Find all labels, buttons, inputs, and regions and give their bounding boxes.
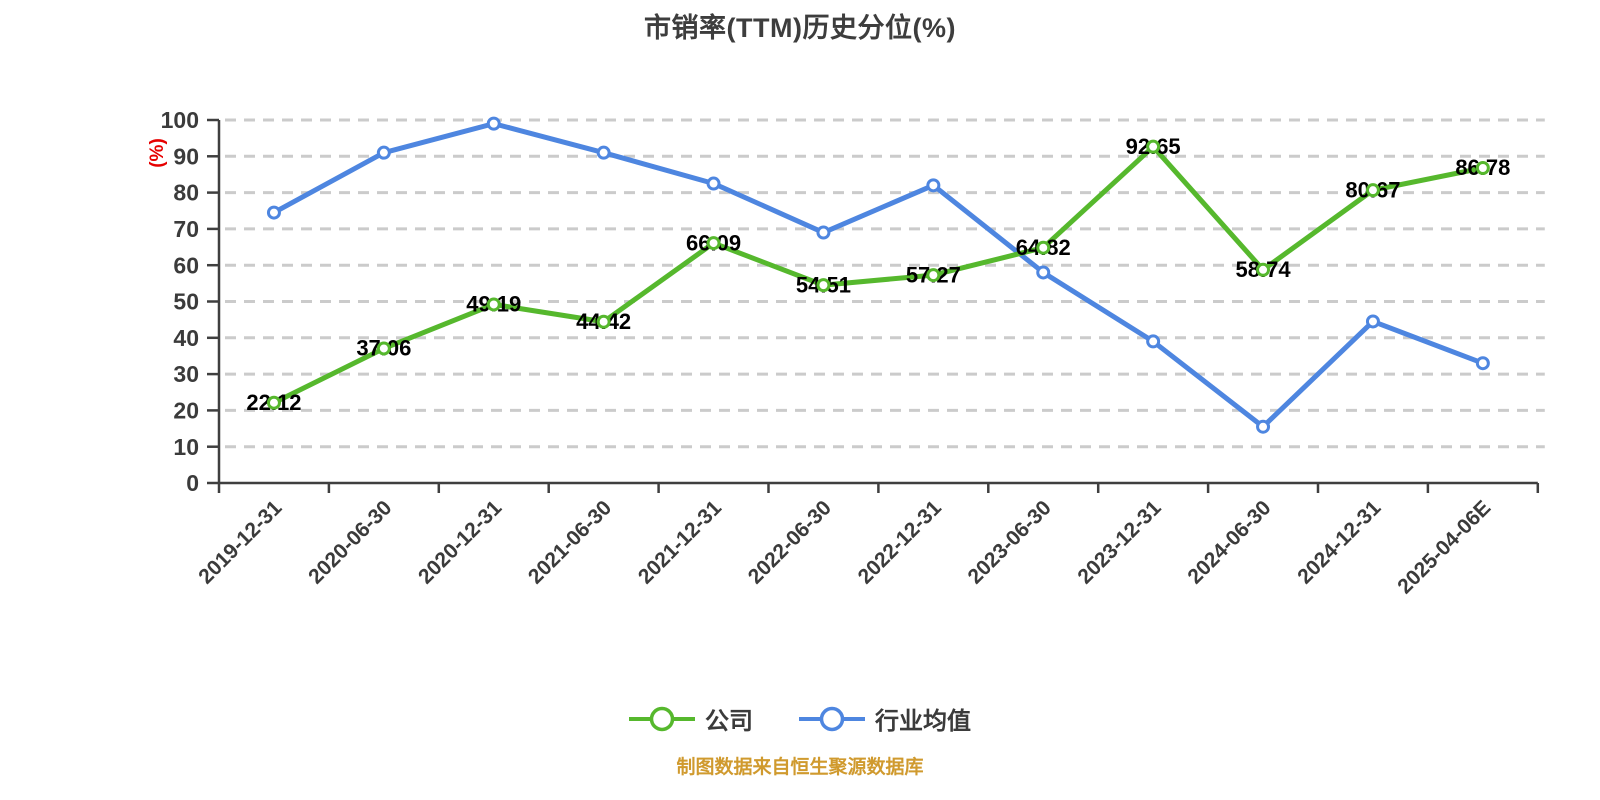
data-point xyxy=(1365,314,1380,329)
data-point xyxy=(1036,240,1051,255)
data-point xyxy=(816,278,831,293)
y-tick-label: 40 xyxy=(173,325,199,351)
y-tick-label: 20 xyxy=(173,397,199,423)
x-tick-label: 2020-12-31 xyxy=(414,496,506,588)
y-tick-label: 0 xyxy=(186,470,199,496)
data-source-note: 制图数据来自恒生聚源数据库 xyxy=(676,757,924,778)
data-point xyxy=(266,395,281,410)
company-legend-marker-icon xyxy=(629,706,695,731)
x-tick-label: 2024-12-31 xyxy=(1293,496,1385,588)
y-tick-label: 90 xyxy=(173,143,199,169)
x-tick-label: 2019-12-31 xyxy=(194,496,286,588)
data-point xyxy=(266,205,281,220)
data-point xyxy=(376,341,391,356)
data-point xyxy=(816,225,831,240)
legend-label: 行业均值 xyxy=(875,708,971,735)
data-point xyxy=(486,297,501,312)
y-tick-label: 100 xyxy=(161,107,199,133)
data-point xyxy=(486,116,501,131)
data-point xyxy=(1146,139,1161,154)
x-tick-label: 2025-04-06E xyxy=(1393,496,1495,598)
series-line-公司 xyxy=(271,144,1486,406)
data-point xyxy=(1475,356,1490,371)
series-line-行业均值 xyxy=(271,121,1486,430)
y-tick-label: 30 xyxy=(173,361,199,387)
x-tick-label: 2021-12-31 xyxy=(634,496,726,588)
data-point xyxy=(706,236,721,251)
y-tick-label: 70 xyxy=(173,216,199,242)
x-tick-label: 2021-06-30 xyxy=(524,496,616,588)
data-point xyxy=(1256,419,1271,434)
data-point xyxy=(1146,334,1161,349)
data-point xyxy=(1036,265,1051,280)
legend-label: 公司 xyxy=(705,708,753,735)
data-point xyxy=(376,145,391,160)
y-tick-label: 60 xyxy=(173,252,199,278)
x-tick-label: 2024-06-30 xyxy=(1183,496,1275,588)
data-point xyxy=(1475,160,1490,175)
x-tick-label: 2020-06-30 xyxy=(304,496,396,588)
chart-title: 市销率(TTM)历史分位(%) xyxy=(644,13,956,43)
data-point xyxy=(596,314,611,329)
data-point xyxy=(596,145,611,160)
y-tick-label: 10 xyxy=(173,434,199,460)
data-point xyxy=(1365,183,1380,198)
data-point xyxy=(926,178,941,193)
x-tick-label: 2022-12-31 xyxy=(854,496,946,588)
y-tick-label: 50 xyxy=(173,289,199,315)
data-point xyxy=(926,268,941,283)
legend-item-industry-average[interactable]: 行业均值 xyxy=(799,701,971,736)
industry-average-legend-marker-icon xyxy=(799,706,865,731)
legend-item-company[interactable]: 公司 xyxy=(629,701,753,736)
x-tick-label: 2023-12-31 xyxy=(1073,496,1165,588)
x-tick-label: 2023-06-30 xyxy=(964,496,1056,588)
x-tick-label: 2022-06-30 xyxy=(744,496,836,588)
line-chart-plot: 0 10 20 30 40 50 60 70 80 90 100 2019-12-31 2020-06-… xyxy=(161,107,1545,598)
data-point xyxy=(706,176,721,191)
legend: 公司 行业均值 xyxy=(0,701,1600,736)
y-tick-label: 80 xyxy=(173,180,199,206)
data-point xyxy=(1256,262,1271,277)
